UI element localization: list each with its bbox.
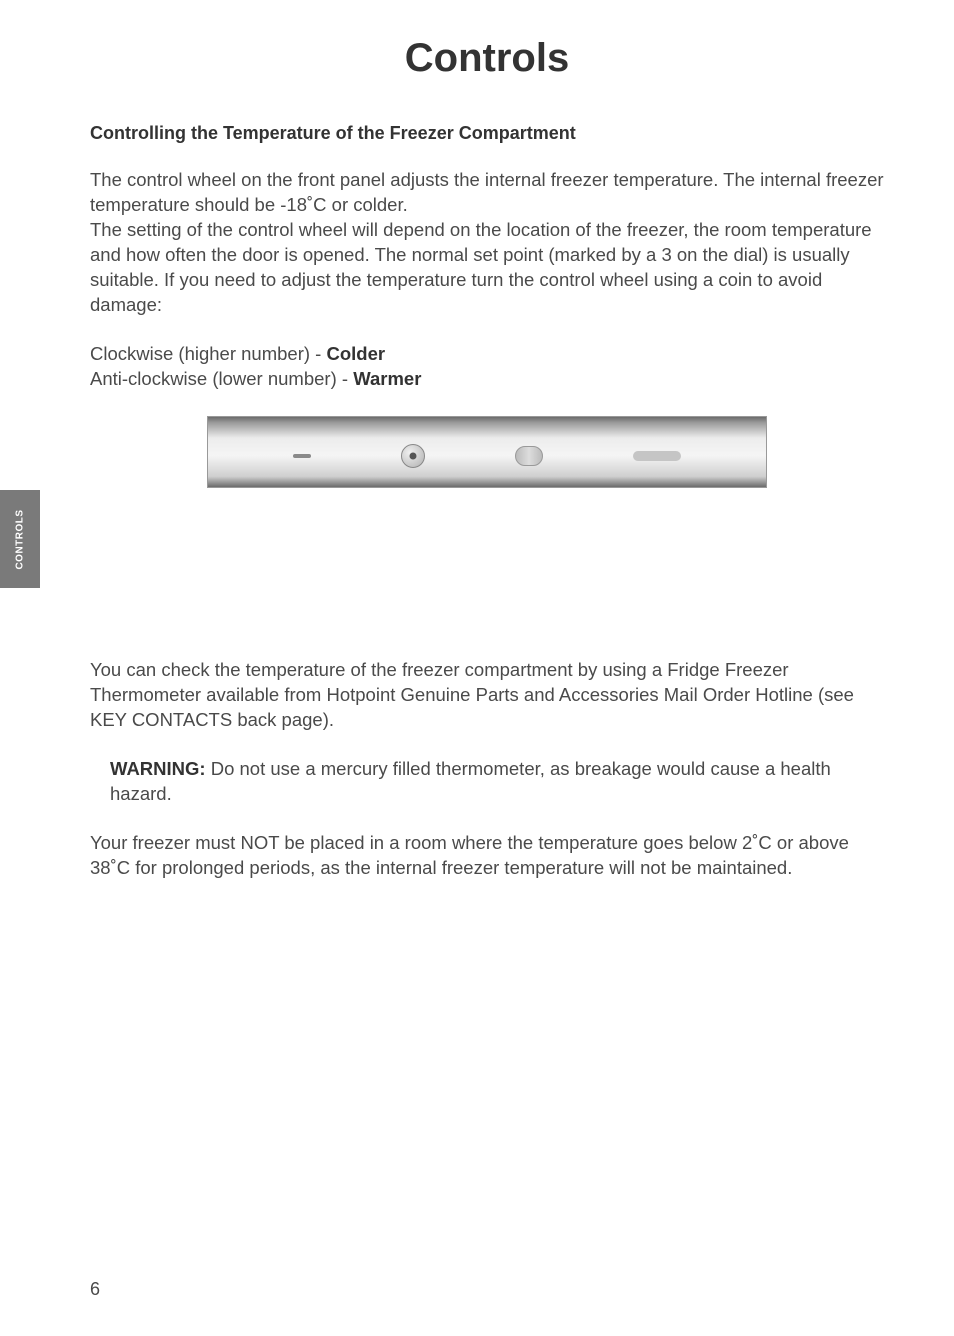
- section-heading: Controlling the Temperature of the Freez…: [90, 123, 884, 144]
- clockwise-prefix: Clockwise (higher number) -: [90, 343, 326, 364]
- para1-text: The control wheel on the front panel adj…: [90, 169, 884, 215]
- control-strip: [258, 441, 716, 471]
- warning-paragraph: WARNING: Do not use a mercury filled the…: [90, 757, 884, 807]
- page-number: 6: [90, 1279, 100, 1300]
- dial-light: [633, 451, 681, 461]
- clockwise-bold: Colder: [326, 343, 385, 364]
- direction-paragraph: Clockwise (higher number) - Colder Anti-…: [90, 342, 884, 392]
- page-title: Controls: [90, 36, 884, 81]
- control-panel-image: [207, 416, 767, 488]
- placement-paragraph: Your freezer must NOT be placed in a roo…: [90, 831, 884, 881]
- thermometer-paragraph: You can check the temperature of the fre…: [90, 658, 884, 733]
- anticlockwise-bold: Warmer: [353, 368, 421, 389]
- dial-knob: [401, 444, 425, 468]
- anticlockwise-prefix: Anti-clockwise (lower number) -: [90, 368, 353, 389]
- page-content: Controls Controlling the Temperature of …: [0, 0, 954, 1336]
- warning-label: WARNING:: [110, 758, 206, 779]
- dial-scale: [515, 446, 543, 466]
- intro-paragraph: The control wheel on the front panel adj…: [90, 168, 884, 318]
- para2-text: The setting of the control wheel will de…: [90, 219, 872, 315]
- warning-text: Do not use a mercury filled thermometer,…: [110, 758, 831, 804]
- dial-mark: [293, 454, 311, 458]
